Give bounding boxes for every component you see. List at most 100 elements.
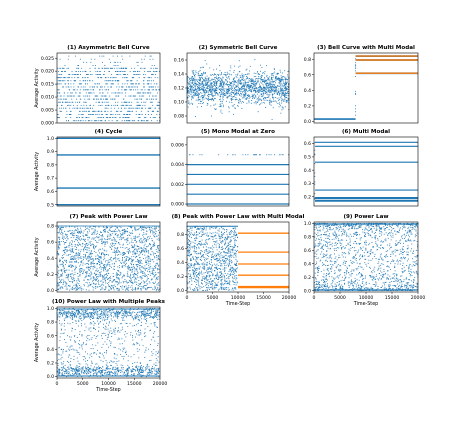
data-point	[60, 281, 61, 283]
data-point	[87, 247, 89, 249]
data-point	[90, 265, 92, 267]
data-point	[113, 64, 115, 66]
data-point	[251, 88, 253, 90]
data-point	[231, 82, 233, 84]
data-point	[209, 88, 211, 90]
subplot-3: (3) Bell Curve with Multi Modal0.00.20.4…	[304, 45, 419, 125]
data-point	[199, 244, 201, 245]
data-point	[72, 250, 74, 252]
data-point	[121, 234, 122, 236]
data-point	[135, 287, 137, 289]
data-point	[243, 88, 245, 89]
data-point	[158, 229, 159, 231]
data-point	[88, 243, 90, 245]
data-point	[112, 285, 114, 287]
data-point	[153, 273, 155, 275]
data-point	[144, 273, 146, 275]
data-point	[95, 287, 97, 289]
data-point	[259, 89, 260, 91]
data-point	[84, 256, 86, 258]
data-point	[141, 286, 143, 288]
data-point	[256, 93, 258, 95]
data-point	[266, 93, 268, 95]
data-point	[85, 249, 87, 251]
data-point	[131, 266, 133, 268]
data-point	[106, 67, 108, 69]
data-point	[116, 70, 118, 72]
data-point	[154, 77, 156, 79]
data-point	[76, 253, 78, 254]
data-point	[127, 275, 129, 277]
data-point	[103, 231, 105, 233]
y-tick-label: 0.005	[41, 108, 54, 114]
data-point	[277, 99, 279, 101]
data-point	[84, 241, 86, 242]
data-point	[111, 284, 113, 286]
data-point	[113, 104, 115, 106]
data-point	[87, 256, 88, 258]
data-point	[134, 249, 136, 251]
data-point	[237, 88, 239, 90]
data-point	[141, 67, 143, 69]
data-point	[153, 231, 155, 233]
data-point	[129, 101, 131, 103]
data-point	[77, 276, 79, 278]
data-point	[64, 272, 66, 273]
data-point	[116, 276, 118, 278]
data-point	[142, 287, 144, 289]
data-point	[235, 270, 237, 272]
data-point	[238, 94, 240, 95]
data-point	[201, 282, 202, 284]
data-point	[90, 264, 92, 266]
data-point	[233, 92, 235, 94]
data-point	[61, 275, 63, 277]
data-point	[139, 242, 141, 244]
data-point	[61, 268, 63, 270]
data-point	[190, 254, 192, 256]
data-point	[108, 254, 109, 256]
data-point	[57, 276, 59, 278]
data-point	[149, 227, 151, 229]
data-point	[245, 78, 247, 80]
data-point	[136, 288, 138, 290]
data-point	[215, 275, 217, 277]
data-point	[95, 98, 97, 100]
data-point	[122, 74, 124, 75]
data-point	[73, 89, 75, 91]
data-point	[236, 93, 238, 95]
data-point	[211, 254, 213, 256]
data-point	[234, 94, 236, 96]
data-point	[199, 154, 201, 156]
data-point	[216, 91, 217, 93]
data-point	[249, 70, 250, 72]
data-point	[131, 263, 132, 265]
data-point	[80, 264, 82, 266]
data-point	[72, 248, 74, 249]
data-point	[110, 61, 111, 63]
data-point	[114, 107, 116, 109]
data-point	[258, 76, 260, 77]
data-point	[234, 154, 236, 156]
data-point	[96, 236, 98, 238]
data-point	[204, 94, 206, 96]
data-point	[211, 285, 213, 287]
data-point	[259, 154, 261, 156]
data-point	[79, 80, 81, 82]
data-point	[57, 285, 59, 287]
data-point	[60, 80, 61, 82]
data-point	[64, 248, 66, 250]
data-point	[265, 79, 267, 81]
data-point	[79, 275, 81, 277]
data-point	[234, 270, 236, 272]
data-point	[59, 238, 61, 240]
data-point	[77, 227, 78, 229]
data-point	[220, 236, 221, 238]
data-point	[95, 246, 96, 248]
data-point	[59, 244, 61, 246]
data-point	[69, 110, 71, 112]
data-point	[147, 80, 149, 82]
data-point	[106, 274, 108, 276]
data-point	[102, 234, 104, 236]
data-point	[254, 89, 256, 91]
data-point	[105, 259, 107, 261]
